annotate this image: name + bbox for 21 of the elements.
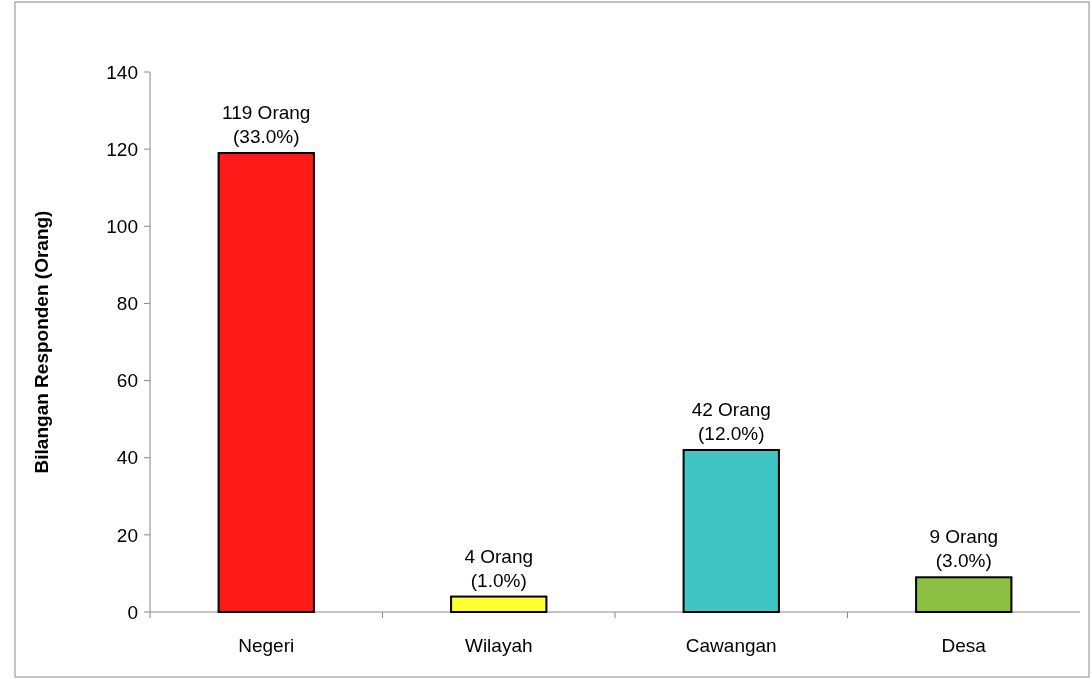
bar <box>915 576 1013 613</box>
x-tick-label: Wilayah <box>464 635 533 656</box>
y-tick-label: 0 <box>127 601 138 623</box>
y-tick-label: 80 <box>116 293 138 315</box>
bar <box>682 449 780 613</box>
y-axis-title: Bilangan Responden (Orang) <box>31 210 52 474</box>
x-tick-label: Desa <box>941 635 987 656</box>
data-label: 42 Orang (12.0%) <box>691 399 771 444</box>
x-tick-label: Negeri <box>238 635 295 656</box>
y-tick-label: 60 <box>116 370 138 392</box>
bar <box>450 595 548 613</box>
x-tick-label: Cawangan <box>685 635 777 656</box>
data-label: 9 Orang (3.0%) <box>929 526 999 572</box>
bar <box>217 152 315 613</box>
y-tick-label: 40 <box>116 447 138 469</box>
y-tick-label: 140 <box>106 61 138 83</box>
y-tick-label: 120 <box>106 138 138 160</box>
y-tick-label: 20 <box>116 524 138 546</box>
data-label: 4 Orang (1.0%) <box>464 545 534 591</box>
data-label: 119 Orang (33.0%) <box>222 102 311 147</box>
y-tick-label: 100 <box>106 215 138 237</box>
